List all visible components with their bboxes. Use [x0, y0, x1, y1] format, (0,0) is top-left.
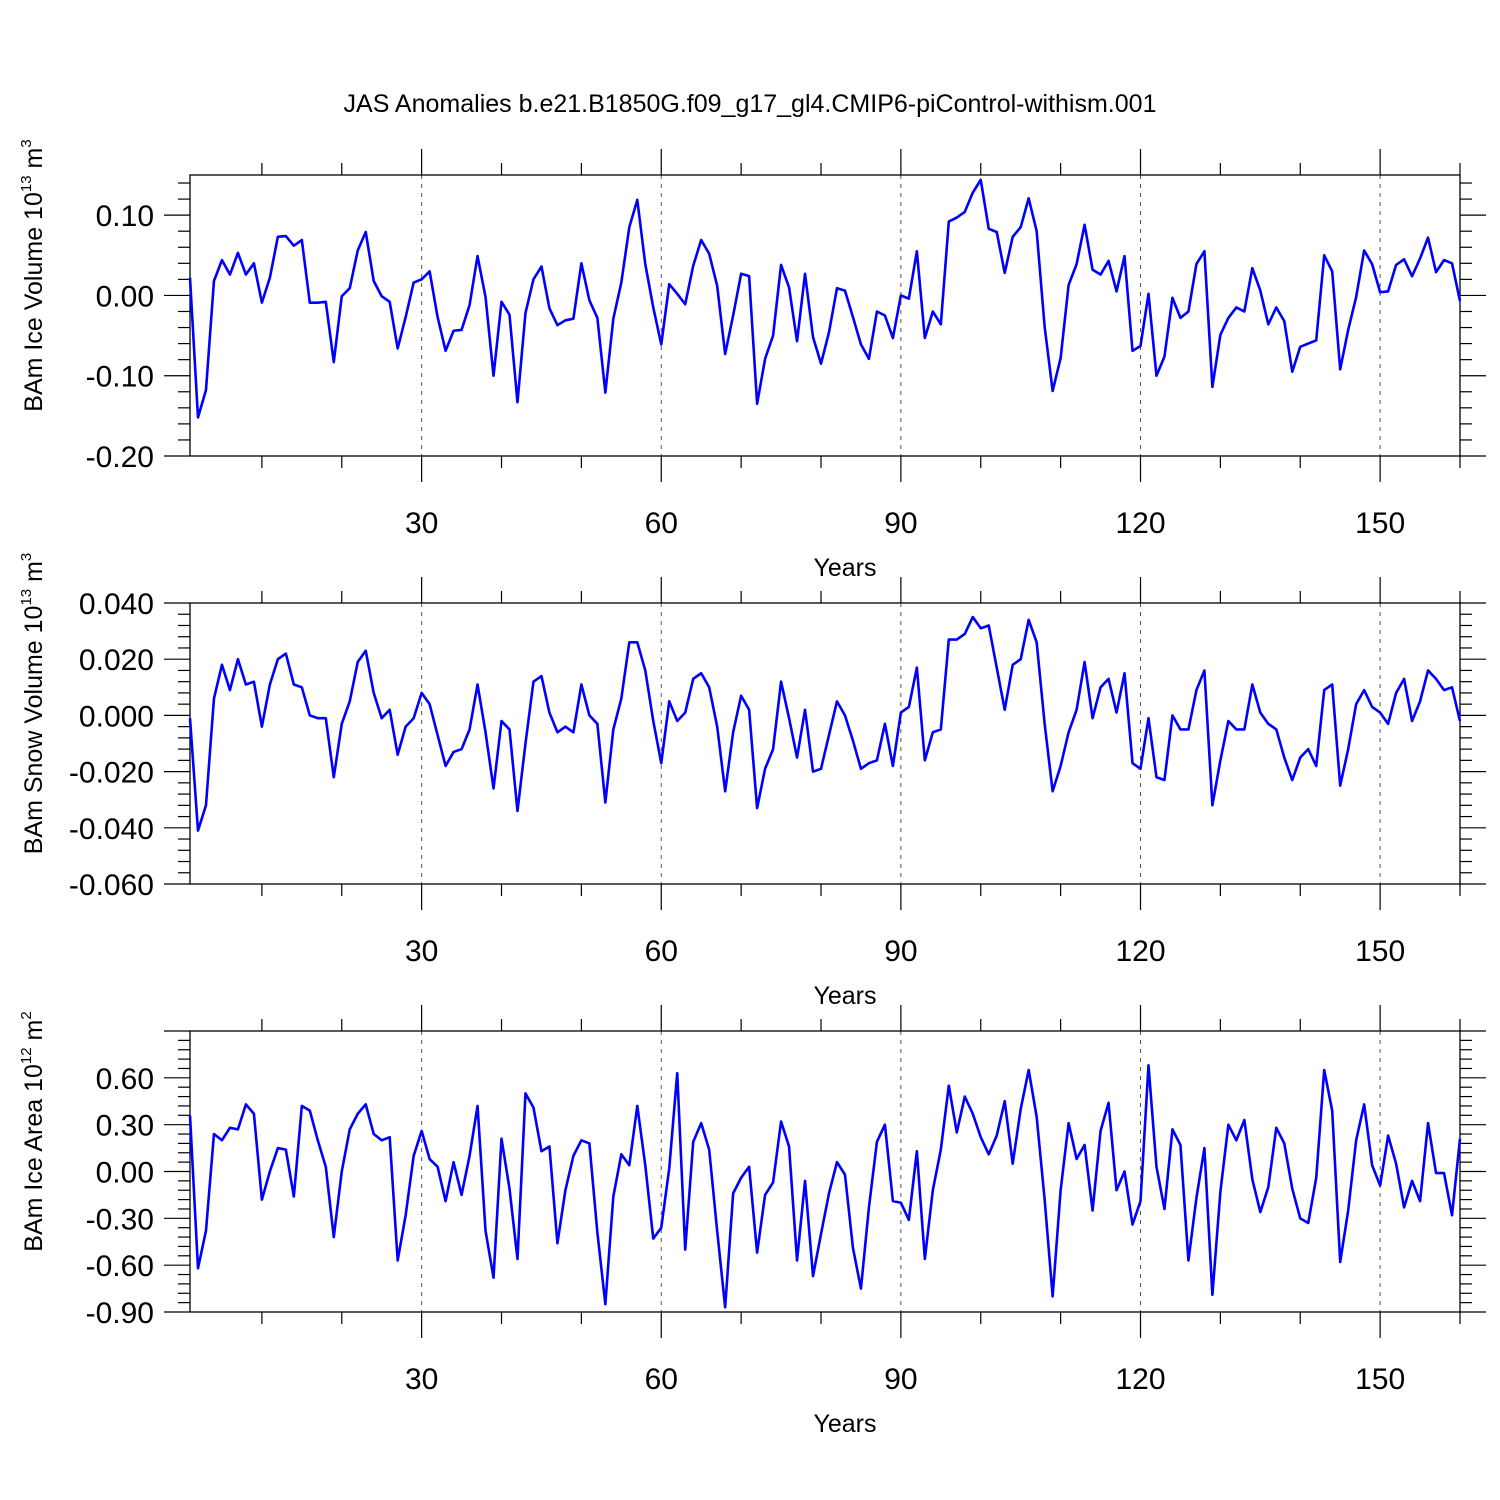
panel-3: 30 60 90 120 150 -0.90 -0.60 -0.30 0.00 0.30 0.60 Y…	[18, 1005, 1486, 1438]
y-tick-label-5: 0.60	[96, 1063, 154, 1096]
y-axis-title-main: BAm Ice Area 10	[20, 1064, 48, 1252]
y-tick-label-5: 0.040	[79, 588, 154, 621]
y-axis-title: BAm Snow Volume 1013 m3	[18, 553, 48, 855]
y-axis-title-unit-exp: 3	[18, 553, 35, 561]
y-tick-label-2: 0.00	[96, 280, 154, 313]
y-axis-title-exp: 13	[18, 589, 35, 606]
y-tick-label-2: -0.30	[86, 1203, 154, 1236]
x-tick-label-60: 60	[645, 507, 678, 540]
x-tick-label-120: 120	[1115, 935, 1165, 968]
y-axis-title-unit-exp: 2	[18, 1011, 35, 1019]
plot-frame	[189, 602, 1461, 885]
x-tick-label-90: 90	[884, 507, 917, 540]
x-tick-label-30: 30	[405, 1363, 438, 1396]
y-axis-title-main: BAm Snow Volume 10	[20, 606, 48, 855]
y-axis-title: BAm Ice Area 1012 m2	[18, 1011, 48, 1251]
y-axis-title-main: BAm Ice Volume 10	[20, 192, 48, 412]
x-axis-title: Years	[813, 554, 876, 582]
y-axis-title-unit: m	[20, 1020, 48, 1048]
series-line-bam-snow-volume	[188, 615, 1462, 832]
y-axis-title-exp: 13	[18, 175, 35, 192]
plot-frame	[189, 174, 1461, 457]
y-tick-label-3: 0.000	[79, 700, 154, 733]
x-tick-label-90: 90	[884, 1363, 917, 1396]
panel-2: 30 60 90 120 150 -0.060 -0.040 -0.020 0.000 0.020…	[18, 553, 1486, 1010]
x-axis-title: Years	[813, 982, 876, 1010]
x-tick-label-150: 150	[1355, 935, 1405, 968]
x-tick-label-120: 120	[1115, 507, 1165, 540]
y-tick-label-4: 0.30	[96, 1110, 154, 1143]
y-axis-title-unit-exp: 3	[18, 139, 35, 147]
panels: 30 60 90 120 150 -0.20 -0.10 0.00 0.10 Years BAm I…	[18, 139, 1486, 1438]
y-tick-label-3: 0.10	[96, 200, 154, 233]
x-tick-label-60: 60	[645, 935, 678, 968]
x-tick-label-150: 150	[1355, 507, 1405, 540]
panel-1: 30 60 90 120 150 -0.20 -0.10 0.00 0.10 Years BAm I…	[18, 139, 1486, 582]
x-tick-label-60: 60	[645, 1363, 678, 1396]
x-tick-label-150: 150	[1355, 1363, 1405, 1396]
x-tick-label-30: 30	[405, 935, 438, 968]
x-tick-label-30: 30	[405, 507, 438, 540]
y-tick-label-0: -0.20	[86, 441, 154, 474]
y-tick-label-2: -0.020	[69, 757, 154, 790]
y-axis-title: BAm Ice Volume 1013 m3	[18, 139, 48, 411]
y-tick-label-0: -0.060	[69, 869, 154, 902]
y-axis-title-unit: m	[20, 561, 48, 589]
y-tick-label-3: 0.00	[96, 1157, 154, 1190]
x-tick-label-90: 90	[884, 935, 917, 968]
y-axis-title-exp: 12	[18, 1047, 35, 1064]
y-tick-label-1: -0.040	[69, 813, 154, 846]
y-axis-title-unit: m	[20, 148, 48, 176]
x-axis-title: Years	[813, 1410, 876, 1438]
y-tick-label-0: -0.90	[86, 1297, 154, 1330]
plot-frame	[189, 1030, 1461, 1313]
figure-title: JAS Anomalies b.e21.B1850G.f09_g17_gl4.C…	[344, 90, 1157, 118]
series-line-bam-ice-volume	[188, 178, 1462, 419]
x-tick-label-120: 120	[1115, 1363, 1165, 1396]
y-tick-label-1: -0.10	[86, 361, 154, 394]
y-tick-label-1: -0.60	[86, 1250, 154, 1283]
series-line-bam-ice-area	[188, 1064, 1462, 1309]
y-tick-label-4: 0.020	[79, 644, 154, 677]
